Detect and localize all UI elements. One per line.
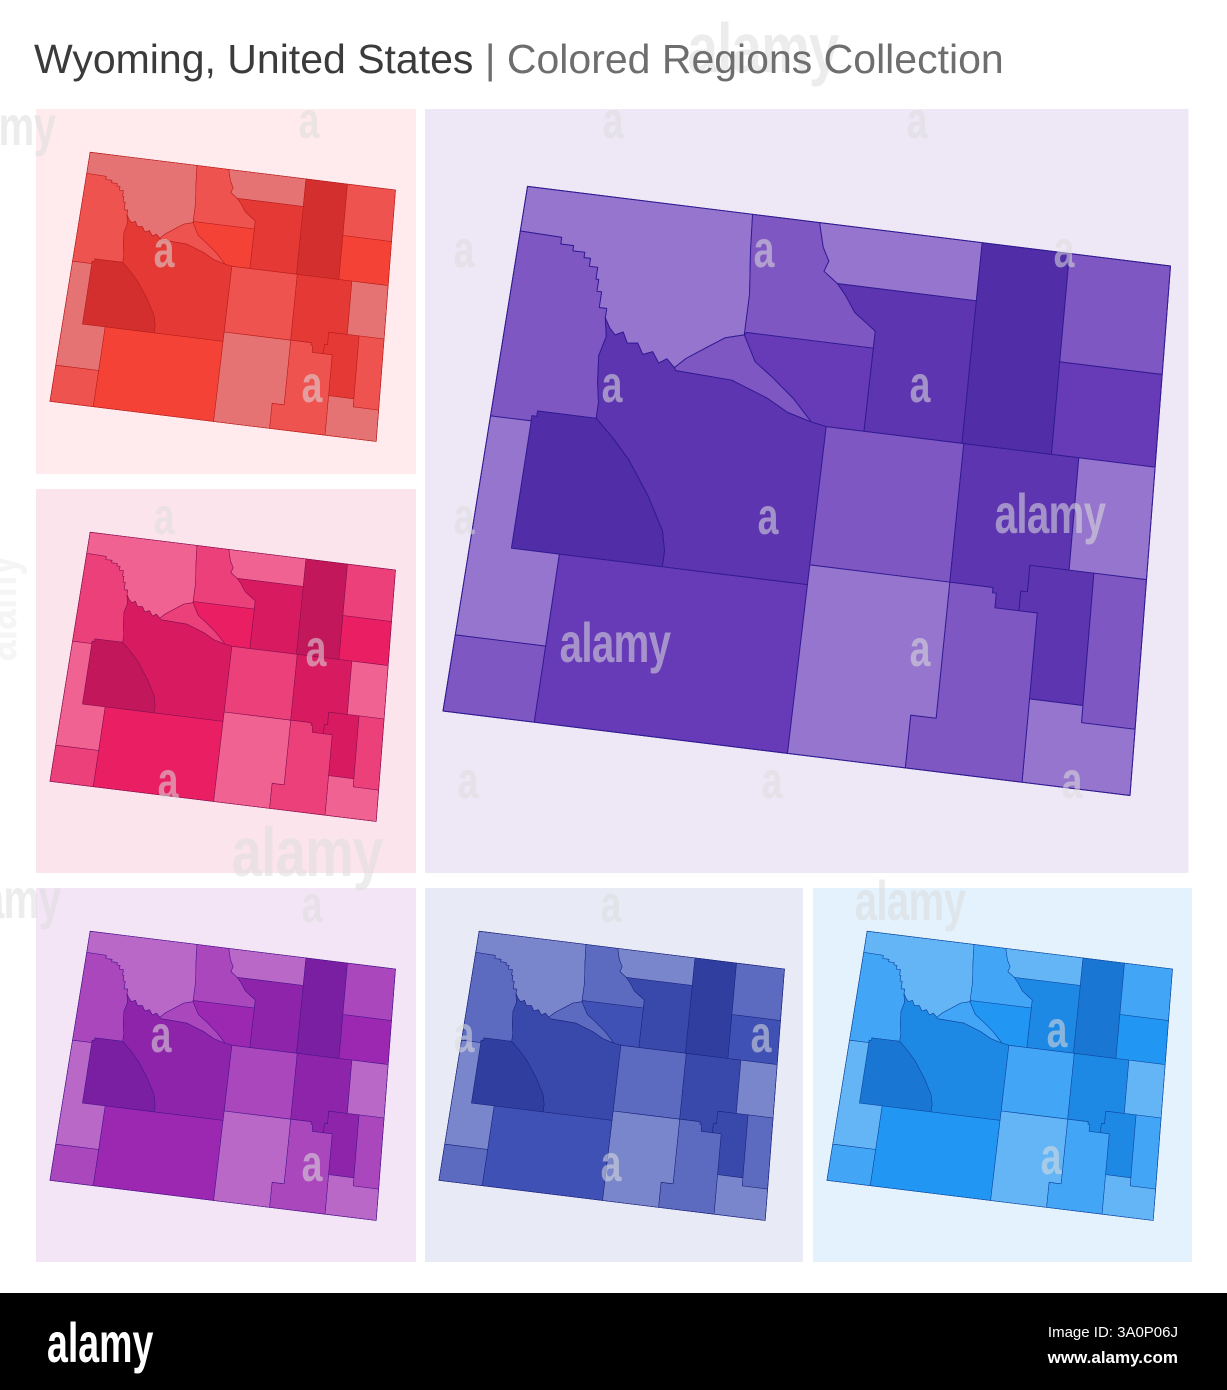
svg-text:a: a: [602, 355, 623, 414]
svg-text:a: a: [1062, 751, 1083, 810]
svg-text:a: a: [302, 875, 323, 934]
svg-text:alamy: alamy: [47, 1313, 154, 1375]
svg-text:alamy: alamy: [855, 871, 966, 933]
svg-text:a: a: [603, 91, 624, 150]
svg-text:a: a: [154, 487, 175, 546]
svg-text:a: a: [299, 91, 320, 150]
svg-text:a: a: [910, 355, 931, 414]
svg-text:a: a: [306, 619, 327, 678]
svg-text:a: a: [302, 355, 323, 414]
svg-text:a: a: [158, 751, 179, 810]
svg-text:alamy: alamy: [688, 10, 840, 88]
svg-text:a: a: [1054, 220, 1075, 279]
svg-text:alamy: alamy: [0, 555, 27, 661]
svg-text:alamy: alamy: [0, 96, 56, 158]
svg-text:a: a: [454, 1005, 475, 1064]
svg-text:a: a: [601, 875, 622, 934]
svg-text:a: a: [1041, 1127, 1062, 1186]
svg-text:a: a: [1047, 1000, 1068, 1059]
svg-text:a: a: [907, 91, 928, 150]
svg-text:a: a: [754, 220, 775, 279]
svg-text:alamy: alamy: [0, 869, 61, 931]
svg-text:alamy: alamy: [232, 814, 384, 892]
svg-text:a: a: [601, 1134, 622, 1193]
svg-text:a: a: [458, 751, 479, 810]
svg-text:alamy: alamy: [560, 613, 671, 675]
svg-text:a: a: [302, 1134, 323, 1193]
svg-text:a: a: [454, 487, 475, 546]
svg-text:a: a: [910, 619, 931, 678]
svg-text:a: a: [762, 751, 783, 810]
svg-text:Image ID: 3A0P06J: Image ID: 3A0P06J: [1048, 1324, 1178, 1341]
svg-text:a: a: [758, 487, 779, 546]
svg-text:a: a: [751, 1005, 772, 1064]
svg-text:a: a: [454, 220, 475, 279]
svg-text:a: a: [151, 1005, 172, 1064]
svg-text:alamy: alamy: [995, 484, 1106, 546]
svg-text:Wyoming, United States | Color: Wyoming, United States | Colored Regions…: [34, 36, 1004, 82]
svg-text:a: a: [154, 220, 175, 279]
svg-text:www.alamy.com: www.alamy.com: [1047, 1348, 1178, 1367]
